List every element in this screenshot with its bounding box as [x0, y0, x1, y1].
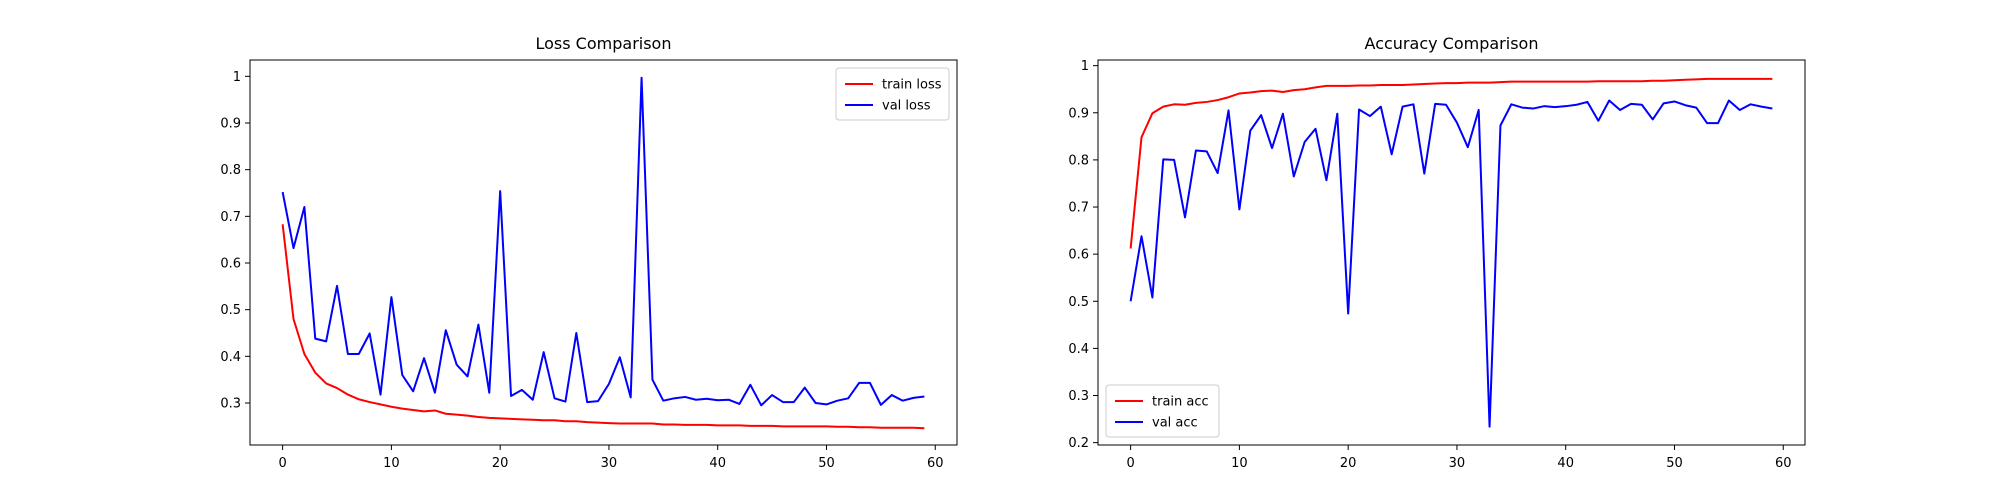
- y-tick-label: 0.3: [220, 397, 241, 412]
- series-line-train-acc: [1129, 77, 1773, 249]
- legend-box: [835, 67, 950, 121]
- y-tick-label: 0.9: [1068, 106, 1089, 121]
- y-tick-label: 0.4: [220, 350, 241, 365]
- series-line-val-loss: [281, 76, 925, 407]
- y-tick-label: 0.6: [220, 257, 241, 272]
- x-tick-label: 0: [278, 456, 286, 471]
- series-line-val-acc: [1129, 99, 1773, 428]
- x-tick-label: 10: [383, 456, 400, 471]
- y-tick-label: 1: [233, 70, 241, 85]
- x-tick-label: 40: [1557, 456, 1574, 471]
- series-line-train-loss: [281, 224, 925, 430]
- x-tick-label: 30: [1449, 456, 1466, 471]
- y-tick-label: 0.8: [220, 163, 241, 178]
- legend-label: val acc: [1152, 416, 1198, 431]
- y-tick-label: 0.6: [1068, 248, 1089, 263]
- legend-label: train loss: [882, 78, 942, 93]
- legend-box: [1105, 384, 1220, 438]
- chart-panel-1: Loss Comparison 0 10 20 30 40 50 60 0.3 0.4 0.5 0.6…: [220, 34, 958, 471]
- x-tick-label: 50: [818, 456, 835, 471]
- legend: train loss val loss: [835, 67, 950, 121]
- chart-title: Loss Comparison: [536, 34, 672, 53]
- axes-frame: [1097, 59, 1806, 446]
- chart-title: Accuracy Comparison: [1365, 34, 1539, 53]
- x-tick-label: 0: [1126, 456, 1134, 471]
- x-tick-label: 50: [1666, 456, 1683, 471]
- y-tick-label: 0.8: [1068, 153, 1089, 168]
- x-tick-label: 20: [492, 456, 509, 471]
- y-tick-label: 0.2: [1068, 436, 1089, 451]
- x-tick-label: 30: [601, 456, 618, 471]
- x-tick-label: 10: [1231, 456, 1248, 471]
- chart-panel-2: Accuracy Comparison 0 10 20 30 40 50 60 0.2 0.3 0.…: [1068, 34, 1806, 471]
- axes-frame: [249, 59, 958, 446]
- x-tick-label: 40: [709, 456, 726, 471]
- y-tick-label: 0.7: [1068, 201, 1089, 216]
- x-tick-label: 60: [1775, 456, 1792, 471]
- y-tick-label: 1: [1081, 59, 1089, 74]
- legend: train acc val acc: [1105, 384, 1220, 438]
- x-tick-label: 60: [927, 456, 944, 471]
- y-tick-label: 0.5: [1068, 295, 1089, 310]
- legend-label: train acc: [1152, 395, 1209, 410]
- y-tick-label: 0.3: [1068, 389, 1089, 404]
- x-tick-label: 20: [1340, 456, 1357, 471]
- y-tick-label: 0.4: [1068, 342, 1089, 357]
- legend-label: val loss: [882, 99, 931, 114]
- y-tick-label: 0.5: [220, 303, 241, 318]
- y-tick-label: 0.9: [220, 117, 241, 132]
- y-tick-label: 0.7: [220, 210, 241, 225]
